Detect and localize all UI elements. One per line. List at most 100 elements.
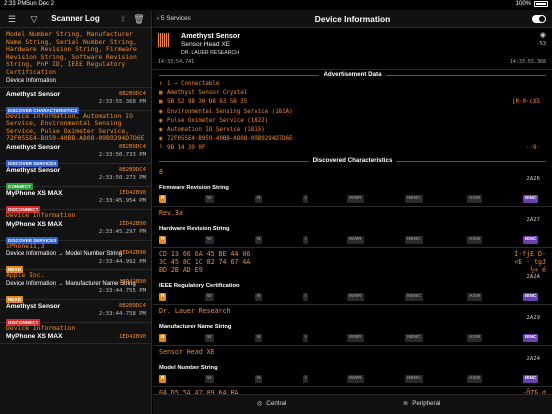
tab-peripheral[interactable]: ≋ Peripheral xyxy=(403,400,440,407)
log-entry-timestamp: 2:33:45.954 PM xyxy=(98,197,146,204)
toggle-switch[interactable] xyxy=(532,15,546,23)
property-badge: ASW xyxy=(467,333,483,342)
log-entry[interactable]: Model Number String, Manufacturer Name S… xyxy=(0,29,151,88)
scanner-log-list: Model Number String, Manufacturer Name S… xyxy=(0,29,151,345)
characteristic-uuid: 2A26 xyxy=(526,175,540,182)
status-time: 2:33 PM xyxy=(4,1,27,7)
advertisement-row: ◉ 72F055E4-B959-40BB-A808-09B9294D7D6E xyxy=(159,135,552,144)
characteristic-value: CD 13 66 6A 45 BE 44 06 3C 45 8C 1C 82 7… xyxy=(159,249,251,274)
property-badge: N xyxy=(255,235,263,244)
characteristic-name: IEEE Regulatory Certification xyxy=(159,282,240,289)
list-icon[interactable]: ☰ xyxy=(7,13,17,24)
characteristic-row[interactable]: CD 13 66 6A 45 BE 44 06 3C 45 8C 1C 82 7… xyxy=(153,248,552,305)
characteristic-row[interactable]: 8 Firmware Revision String 2A26 R W N I WWR NENC… xyxy=(153,166,552,207)
advertisement-value: Pulse Oximeter Service (1822) xyxy=(167,117,269,124)
back-button[interactable]: ‹ 5 Services xyxy=(157,15,191,22)
log-entry-id: 1ED42B90 xyxy=(119,249,146,256)
characteristic-name: Manufacturer Name String xyxy=(159,323,232,330)
advertisement-row: ▦ 5B 52 98 30 D8 63 58 35 [R·0·cX5 xyxy=(159,98,552,107)
scanner-log-title: Scanner Log xyxy=(51,14,100,23)
log-entry-payload: Device Information xyxy=(6,210,76,219)
tab-central-label: Central xyxy=(266,400,287,407)
property-badges: R W N I WWR NENC ASW IENC xyxy=(159,292,546,302)
property-badges: R W N I WWR NENC ASW IENC xyxy=(159,374,546,384)
property-badge: W xyxy=(205,374,214,383)
characteristic-row[interactable]: 04 D5 5A A7 89 64 BA·ÕZ§ dPnP ID2A50 xyxy=(153,387,552,395)
peripheral-icon: ≋ xyxy=(403,400,409,407)
characteristic-row[interactable]: Sensor Head XE Model Number String 2A24 R W N… xyxy=(153,346,552,387)
characteristic-uuid: 2A27 xyxy=(526,216,540,223)
property-badge: R xyxy=(159,333,167,342)
log-entry-badge: DISCONNECT xyxy=(6,205,41,213)
share-icon[interactable]: ⇪ xyxy=(119,13,127,24)
log-entry-id: 1ED42B90 xyxy=(119,279,146,286)
log-entry-badge: READ xyxy=(6,295,24,303)
time-first-seen: 14:33:54.741 xyxy=(158,59,195,65)
advertisement-row: ◉ Automation IO Service (1815) xyxy=(159,126,552,135)
advertisement-ascii: [R·0·cX5 xyxy=(512,99,540,106)
advertisement-icon: ◉ xyxy=(159,117,163,124)
log-entry-timestamp: 2:33:44.758 PM xyxy=(98,310,146,317)
log-entry-timestamp: 2:33:45.297 PM xyxy=(98,228,146,235)
filter-icon[interactable]: ▽ xyxy=(30,13,38,24)
advertisement-data-heading: Advertisement Data xyxy=(153,70,552,80)
characteristic-value: Dr. Lauer Research xyxy=(159,306,231,315)
central-icon: ◎ xyxy=(257,400,263,407)
characteristic-name: Firmware Revision String xyxy=(159,184,229,191)
battery-percent: 100% xyxy=(515,1,531,7)
log-entry-path: Device Information → Model Number String xyxy=(6,251,123,258)
advertisement-value: 72F055E4-B959-40BB-A808-09B9294D7D6E xyxy=(167,136,293,143)
log-entry-timestamp: 2:33:50.733 PM xyxy=(98,151,146,158)
characteristic-name: Hardware Revision String xyxy=(159,225,230,232)
characteristic-uuid: 2A24 xyxy=(526,355,540,362)
characteristic-row[interactable]: Rev.3a Hardware Revision String 2A27 R W N I WW… xyxy=(153,207,552,248)
property-badge: WWR xyxy=(347,292,364,301)
advertisement-value: Amethyst Sensor Crystal xyxy=(167,90,248,97)
characteristic-row[interactable]: Dr. Lauer Research Manufacturer Name Stri… xyxy=(153,305,552,346)
log-entry[interactable]: Amethyst Sensor DISCOVER CHARACTERISTICS 8… xyxy=(0,88,151,114)
log-entry-device: MyPhone XS MAX xyxy=(6,220,63,228)
log-entry-device: Amethyst Sensor xyxy=(6,302,61,310)
property-badge: I xyxy=(303,333,309,342)
trash-icon[interactable]: 🗑 xyxy=(133,13,145,24)
device-card[interactable]: Amethyst Sensor Sensor Head XE DR. LAUER… xyxy=(153,28,552,70)
log-entry-payload: Device Information, Automation IO Servic… xyxy=(6,111,145,143)
advertisement-value: 9B 14 39 0F xyxy=(167,145,206,152)
log-entry[interactable]: Amethyst Sensor DISCONNECT 8B2B9DC4 2:33:44… xyxy=(0,300,151,326)
log-entry[interactable]: Device Information MyPhone XS MAX 1ED42B90 xyxy=(0,323,151,345)
characteristic-value: 04 D5 5A A7 89 64 BA xyxy=(159,388,239,395)
log-entry-device: Amethyst Sensor xyxy=(6,90,61,98)
property-badge: W xyxy=(205,292,214,301)
log-entry-id: 8B2B9DC4 xyxy=(119,90,146,97)
property-badges: R W N I WWR NENC ASW IENC xyxy=(159,333,546,343)
device-information-panel: ‹ 5 Services Device Information Amethyst… xyxy=(153,10,552,394)
tab-central[interactable]: ◎ Central xyxy=(257,400,286,407)
characteristic-value: 8 xyxy=(159,167,163,176)
log-entry-id: 8B2B9DC4 xyxy=(119,302,146,309)
advertisement-icon: ◉ xyxy=(159,126,163,133)
advertisement-icon: ▦ xyxy=(159,90,163,97)
property-badge: ASW xyxy=(467,292,483,301)
property-badge: N xyxy=(255,333,263,342)
battery-indicator: 100% xyxy=(516,1,548,7)
eye-icon[interactable]: ◉ xyxy=(539,32,546,39)
characteristic-ascii: ·ÕZ§ d xyxy=(522,388,546,395)
property-badge: I xyxy=(303,292,309,301)
property-badge: R xyxy=(159,292,167,301)
characteristic-uuid: 2A2A xyxy=(526,273,540,280)
log-entry-badge: DISCOVER SERVICES xyxy=(6,236,59,244)
log-entry-badge: CONNECT xyxy=(6,182,33,190)
scanner-log-panel: ☰ ▽ Scanner Log ⇪ 🗑 Model Number String,… xyxy=(0,10,152,414)
log-entry-badge: READ xyxy=(6,266,24,274)
advertisement-row: ↑ 1 → Connectable xyxy=(159,80,552,89)
device-model: Sensor Head XE xyxy=(181,41,231,48)
battery-icon xyxy=(534,1,548,7)
log-entry[interactable]: MyPhone XS MAX DISCONNECT 1ED42B90 2:33:45.… xyxy=(0,187,151,213)
log-entry[interactable]: Device Information MyPhone XS MAX DISCOVER… xyxy=(0,210,151,244)
log-entry[interactable]: Device Information, Automation IO Servic… xyxy=(0,111,151,167)
log-entry[interactable]: iPhone11,3 Device Information → Model Num… xyxy=(0,241,151,274)
log-entry-badge: DISCOVER CHARACTERISTICS xyxy=(6,106,80,114)
log-entry[interactable]: Amethyst Sensor CONNECT 8B2B9DC4 2:33:50.27… xyxy=(0,164,151,190)
log-entry-timestamp: 2:33:55.368 PM xyxy=(98,98,146,105)
log-entry[interactable]: Apple Inc. Device Information → Manufactu… xyxy=(0,270,151,303)
